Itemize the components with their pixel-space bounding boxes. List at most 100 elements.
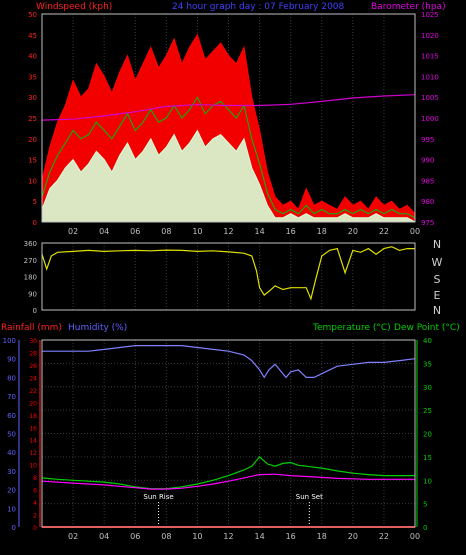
temperature-x-tick-label: 12 <box>223 532 233 541</box>
direction-letter-w: W <box>432 256 443 269</box>
wind-speed-area <box>41 129 416 223</box>
temperature-x-tick-label: 14 <box>254 532 264 541</box>
temperature-axis-label: Temperature (°C) <box>312 323 391 333</box>
wind-panel: Windspeed (kph) 24 hour graph day : 07 F… <box>28 2 446 236</box>
rain-tick-label: 14 <box>29 438 37 445</box>
direction-tick-label: 180 <box>24 274 37 282</box>
rain-tick-label: 16 <box>29 425 37 432</box>
temperature-line <box>41 456 415 490</box>
wind-x-tick-label: 04 <box>99 227 109 236</box>
barometer-tick-label: 1010 <box>421 73 439 81</box>
windspeed-axis-label: Windspeed (kph) <box>36 2 112 12</box>
temperature-x-tick-label: 06 <box>130 532 140 541</box>
temperature-axes: 02 04 06 08 10 12 14 16 18 20 22 000510152025303540… <box>3 337 432 541</box>
wind-x-tick-label: 14 <box>254 227 264 236</box>
rain-tick-label: 26 <box>29 363 37 370</box>
temperature-x-tick-label: 00 <box>410 532 420 541</box>
direction-plot-border <box>41 242 416 311</box>
direction-letter-n2: N <box>433 304 441 317</box>
dewpoint-axis-label: Dew Point (°C) <box>394 323 460 333</box>
temperature-panel: Rainfall (mm) Humidity (%) Temperature (… <box>1 323 460 541</box>
windspeed-tick-label: 10 <box>28 177 37 185</box>
temperature-tick-label: 30 <box>423 384 432 392</box>
humidity-tick-label: 60 <box>7 412 16 420</box>
wind-x-tick-label: 12 <box>223 227 233 236</box>
humidity-tick-label: 10 <box>7 505 16 513</box>
rainfall-axis-label: Rainfall (mm) <box>1 323 62 333</box>
windspeed-tick-label: 0 <box>33 219 37 227</box>
windspeed-tick-label: 15 <box>28 157 37 165</box>
humidity-line <box>42 345 416 379</box>
rain-tick-label: 2 <box>33 513 37 520</box>
wind-x-tick-label: 16 <box>286 227 296 236</box>
direction-tick-label: 360 <box>24 240 37 248</box>
temperature-x-tick-label: 04 <box>99 532 109 541</box>
temperature-x-tick-label: 10 <box>192 532 202 541</box>
temperature-tick-label: 40 <box>423 337 432 345</box>
temperature-plot-border <box>41 339 416 528</box>
temperature-tick-label: 15 <box>423 454 432 462</box>
rain-tick-label: 0 <box>33 525 37 532</box>
direction-tick-label: 270 <box>24 257 37 265</box>
humidity-tick-label: 40 <box>7 449 16 457</box>
windspeed-tick-label: 25 <box>28 115 37 123</box>
wind-x-tick-label: 22 <box>379 227 389 236</box>
rain-tick-label: 20 <box>29 400 37 407</box>
temperature-x-tick-label: 20 <box>348 532 358 541</box>
direction-letter-n: N <box>433 238 441 251</box>
wind-barometer-line <box>41 94 416 121</box>
rain-tick-label: 30 <box>29 338 37 345</box>
barometer-tick-label: 1025 <box>421 11 439 19</box>
temperature-x-tick-label: 22 <box>379 532 389 541</box>
direction-tick-label: 90 <box>28 290 37 298</box>
rain-tick-label: 4 <box>33 500 37 507</box>
barometer-tick-label: 1015 <box>421 53 439 61</box>
direction-series <box>41 246 415 301</box>
barometer-tick-label: 995 <box>421 136 434 144</box>
rain-tick-label: 24 <box>29 375 37 382</box>
wind-x-tick-label: 00 <box>410 227 420 236</box>
temperature-tick-label: 5 <box>423 501 427 509</box>
direction-panel: 0 90 180 270 360 N W S E N <box>24 238 443 317</box>
wind-direction-line <box>41 246 415 301</box>
wind-x-tick-label: 10 <box>192 227 202 236</box>
humidity-tick-label: 90 <box>7 356 16 364</box>
rain-tick-label: 12 <box>29 450 37 457</box>
temperature-x-tick-label: 08 <box>161 532 171 541</box>
direction-letter-s: S <box>434 273 441 286</box>
wind-axes: 02 04 06 08 10 12 14 16 18 20 22 000510152025303540… <box>28 11 439 236</box>
temperature-tick-label: 0 <box>423 524 427 532</box>
humidity-tick-label: 80 <box>7 374 16 382</box>
rain-tick-label: 18 <box>29 413 37 420</box>
windspeed-tick-label: 35 <box>28 73 37 81</box>
direction-axes: 0 90 180 270 360 <box>24 240 37 315</box>
barometer-tick-label: 1020 <box>421 32 439 40</box>
barometer-tick-label: 975 <box>421 219 434 227</box>
barometer-tick-label: 1000 <box>421 115 439 123</box>
barometer-axis-label: Barometer (hpa) <box>371 2 446 12</box>
windspeed-tick-label: 45 <box>28 32 37 40</box>
windspeed-tick-label: 50 <box>28 11 37 19</box>
temperature-x-tick-label: 16 <box>286 532 296 541</box>
dewpoint-line <box>41 473 415 490</box>
temperature-tick-label: 25 <box>423 407 432 415</box>
windspeed-tick-label: 30 <box>28 94 37 102</box>
windspeed-tick-label: 5 <box>33 198 37 206</box>
humidity-tick-label: 100 <box>3 337 16 345</box>
wind-x-tick-label: 18 <box>317 227 327 236</box>
humidity-tick-label: 70 <box>7 393 16 401</box>
humidity-tick-label: 20 <box>7 487 16 495</box>
windspeed-tick-label: 40 <box>28 53 37 61</box>
humidity-tick-label: 50 <box>7 431 16 439</box>
temperature-tick-label: 35 <box>423 360 432 368</box>
barometer-tick-label: 990 <box>421 157 434 165</box>
wind-x-tick-label: 02 <box>68 227 78 236</box>
windspeed-tick-label: 20 <box>28 136 37 144</box>
sunset-label: Sun Set <box>296 493 323 501</box>
temperature-tick-label: 20 <box>423 431 432 439</box>
temperature-x-tick-label: 18 <box>317 532 327 541</box>
rain-tick-label: 6 <box>33 488 37 495</box>
direction-tick-label: 0 <box>33 307 37 315</box>
rain-tick-label: 28 <box>29 350 37 357</box>
